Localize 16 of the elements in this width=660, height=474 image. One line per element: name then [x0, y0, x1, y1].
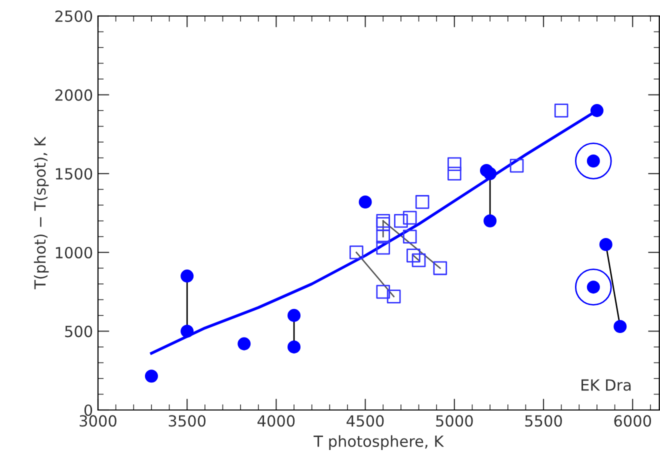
- x-tick-label: 6000: [614, 415, 652, 427]
- y-tick-label: 1500: [56, 168, 92, 180]
- annotation: EK Dra: [582, 379, 631, 391]
- x-tick-label: 3000: [80, 415, 116, 427]
- x-tick-label: 5000: [436, 415, 473, 427]
- y-axis-title: T(phot) − T(spot), K: [34, 136, 49, 290]
- y-tick-label: 2500: [55, 10, 92, 22]
- y-tick-label: 1000: [56, 246, 92, 258]
- x-tick-label: 5500: [525, 415, 562, 427]
- y-tick-label: 2000: [55, 89, 92, 101]
- x-tick-label: 4000: [258, 415, 295, 427]
- x-axis-title: T photosphere, K: [314, 435, 444, 450]
- y-tick-label: 500: [65, 326, 92, 338]
- x-tick-label: 4500: [346, 415, 384, 427]
- x-tick-label: 3500: [168, 415, 206, 427]
- y-tick-label: 0: [84, 404, 92, 416]
